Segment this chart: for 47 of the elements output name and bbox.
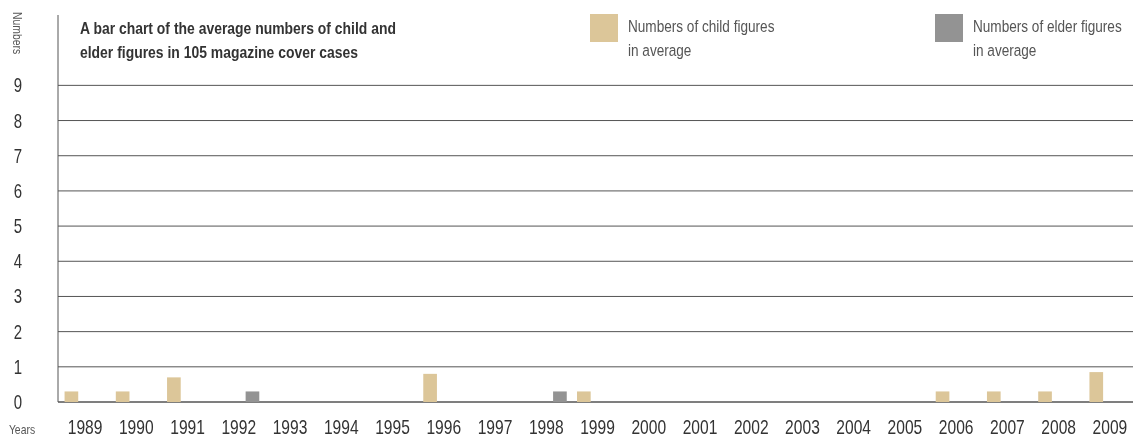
x-tick-label: 1995 bbox=[375, 416, 410, 439]
y-tick-label: 0 bbox=[13, 390, 23, 414]
y-tick-label: 4 bbox=[13, 250, 23, 273]
y-tick-label: 9 bbox=[13, 74, 23, 97]
x-axis-title: Years bbox=[8, 421, 36, 437]
y-tick-label: 2 bbox=[13, 320, 23, 344]
legend-label: Numbers of child figures in average bbox=[628, 16, 775, 60]
bar bbox=[245, 391, 260, 402]
bar bbox=[167, 377, 181, 402]
x-tick-label: 2006 bbox=[938, 416, 974, 439]
x-tick-label: 1998 bbox=[528, 416, 564, 439]
bar bbox=[64, 391, 79, 402]
y-tick-label: 5 bbox=[13, 214, 23, 238]
y-axis-title: Numbers bbox=[10, 12, 25, 55]
x-tick-label: 1990 bbox=[118, 416, 154, 439]
bar bbox=[1089, 372, 1104, 402]
legend-label: Numbers of elder figures in average bbox=[973, 16, 1122, 60]
y-tick-label: 1 bbox=[13, 355, 23, 379]
y-tick-label: 3 bbox=[13, 285, 23, 308]
x-tick-label: 1999 bbox=[580, 416, 615, 439]
x-tick-label: 2008 bbox=[1041, 416, 1077, 439]
bar bbox=[577, 391, 591, 402]
x-tick-label: 1993 bbox=[272, 416, 308, 439]
y-tick-label: 6 bbox=[13, 179, 23, 203]
bar bbox=[986, 391, 1001, 402]
x-tick-label: 1996 bbox=[426, 416, 462, 439]
x-tick-label: 1989 bbox=[67, 416, 103, 439]
x-tick-label: 1997 bbox=[477, 416, 513, 439]
x-tick-label: 1994 bbox=[323, 416, 359, 439]
x-tick-label: 2004 bbox=[836, 416, 872, 439]
bar bbox=[935, 391, 950, 402]
x-tick-label: 2007 bbox=[990, 416, 1025, 439]
x-tick-label: 1991 bbox=[170, 416, 205, 439]
bar bbox=[1038, 391, 1052, 402]
x-tick-label: 1992 bbox=[221, 416, 257, 439]
x-tick-label: 2003 bbox=[785, 416, 820, 439]
x-tick-label: 2009 bbox=[1092, 416, 1128, 439]
bar bbox=[423, 373, 437, 402]
text: A bar chart of the average numbers of child and elder figures in 105 magazine cover cases bbox=[80, 18, 397, 62]
y-tick-label: 8 bbox=[13, 109, 23, 133]
x-tick-label: 2005 bbox=[887, 416, 923, 439]
x-tick-label: 2001 bbox=[682, 416, 718, 439]
x-tick-label: 2002 bbox=[733, 416, 769, 439]
bar bbox=[553, 391, 567, 402]
bar bbox=[115, 391, 130, 402]
y-tick-label: 7 bbox=[13, 144, 23, 168]
x-tick-label: 2000 bbox=[631, 416, 667, 439]
